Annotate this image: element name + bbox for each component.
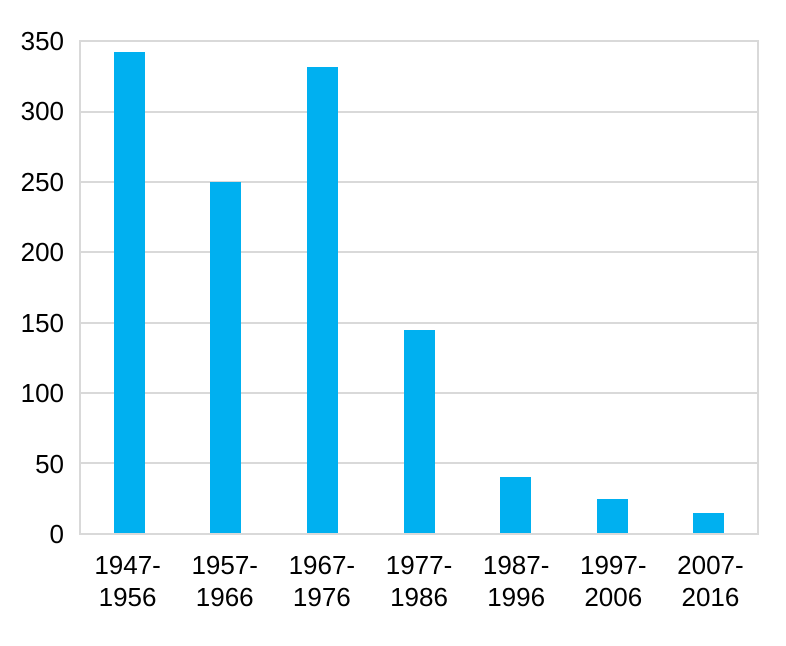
x-tick-label: 1977- 1986	[385, 550, 453, 612]
y-tick-label: 50	[35, 448, 64, 479]
y-tick-label: 100	[20, 378, 64, 409]
bar	[306, 67, 338, 533]
gridline	[81, 111, 757, 114]
x-axis-tick-labels: 1947- 1956 1957- 1966 1967- 1976 1977- 1986…	[79, 549, 759, 613]
x-tick-label: 1957- 1966	[191, 550, 258, 612]
y-tick-label: 150	[20, 307, 64, 338]
y-tick-label: 0	[49, 519, 64, 549]
bar	[693, 513, 725, 533]
y-tick-label: 250	[20, 166, 64, 197]
gridline	[81, 321, 757, 324]
x-tick-label: 1947- 1956	[94, 550, 161, 612]
bar	[210, 182, 242, 533]
gridline	[81, 181, 757, 184]
bar	[596, 499, 628, 533]
x-tick-label: 1997- 2006	[580, 550, 647, 612]
x-tick-label: 1967- 1976	[288, 550, 356, 612]
x-tick-label: 2007- 2016	[677, 550, 744, 612]
y-tick-label: 350	[20, 26, 64, 56]
bar	[403, 329, 435, 533]
bar	[500, 476, 532, 533]
plot-area	[79, 40, 759, 535]
y-tick-label: 200	[20, 237, 64, 268]
bar	[113, 51, 145, 533]
gridline	[81, 251, 757, 254]
x-tick-label: 1987- 1996	[482, 550, 550, 612]
y-tick-label: 300	[20, 96, 64, 127]
